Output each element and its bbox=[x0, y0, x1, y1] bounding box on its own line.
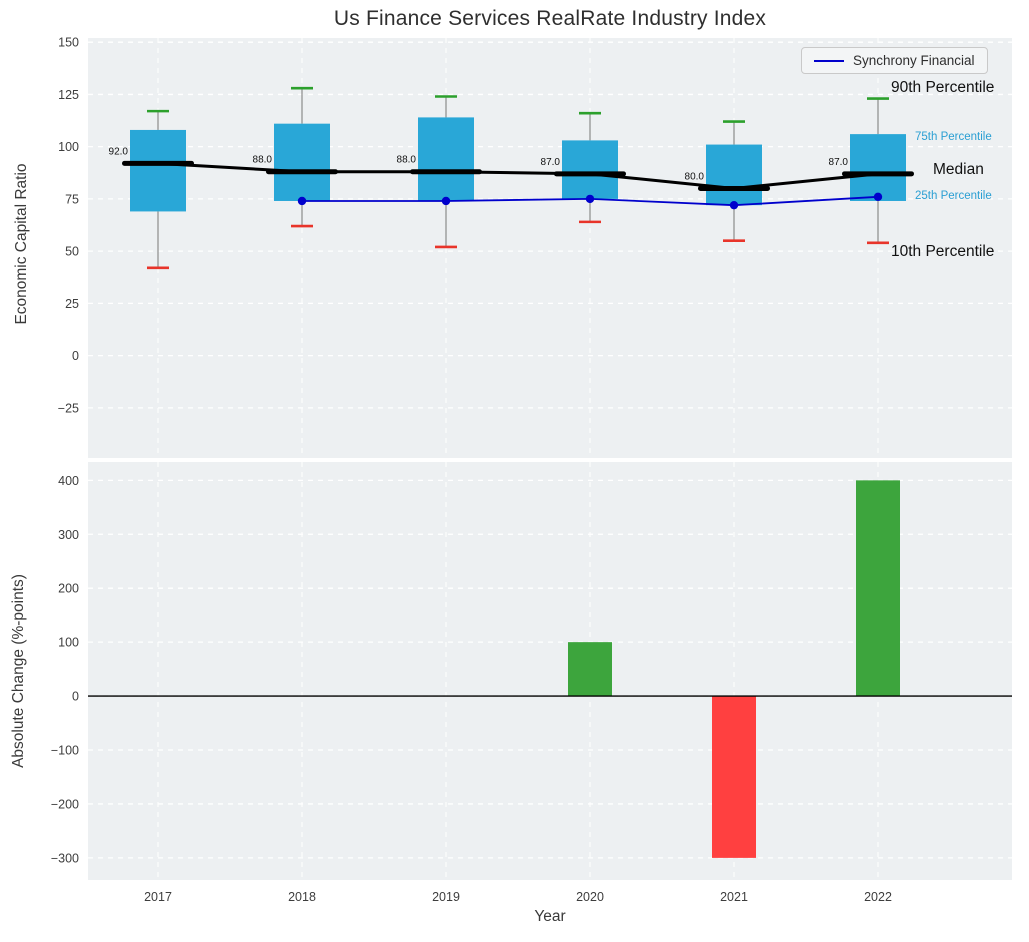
svg-text:100: 100 bbox=[58, 636, 79, 650]
svg-text:50: 50 bbox=[65, 245, 79, 259]
svg-text:−200: −200 bbox=[51, 797, 79, 811]
annotation-median: Median bbox=[933, 161, 984, 178]
svg-text:2020: 2020 bbox=[576, 890, 604, 904]
x-axis-label: Year bbox=[534, 908, 566, 925]
svg-text:75: 75 bbox=[65, 192, 79, 206]
svg-text:300: 300 bbox=[58, 528, 79, 542]
legend-label: Synchrony Financial bbox=[853, 53, 975, 68]
legend: Synchrony Financial bbox=[801, 47, 988, 74]
svg-text:200: 200 bbox=[58, 582, 79, 596]
annotation-25th-percentile: 25th Percentile bbox=[915, 190, 992, 202]
svg-text:0: 0 bbox=[72, 690, 79, 704]
svg-text:87.0: 87.0 bbox=[541, 157, 561, 168]
svg-text:400: 400 bbox=[58, 474, 79, 488]
svg-text:150: 150 bbox=[58, 36, 79, 50]
svg-text:2019: 2019 bbox=[432, 890, 460, 904]
svg-text:2017: 2017 bbox=[144, 890, 172, 904]
svg-text:92.0: 92.0 bbox=[109, 146, 129, 157]
annotation-90th-percentile: 90th Percentile bbox=[891, 79, 995, 96]
svg-text:2018: 2018 bbox=[288, 890, 316, 904]
svg-text:2021: 2021 bbox=[720, 890, 748, 904]
svg-text:80.0: 80.0 bbox=[685, 171, 705, 182]
annotation-10th-percentile: 10th Percentile bbox=[891, 243, 995, 260]
top-y-axis-label: Economic Capital Ratio bbox=[13, 163, 30, 325]
svg-text:2022: 2022 bbox=[864, 890, 892, 904]
legend-line-icon bbox=[814, 59, 844, 62]
svg-text:100: 100 bbox=[58, 140, 79, 154]
svg-text:−300: −300 bbox=[51, 851, 79, 865]
svg-text:25: 25 bbox=[65, 297, 79, 311]
svg-text:87.0: 87.0 bbox=[829, 157, 849, 168]
bottom-y-axis-label: Absolute Change (%-points) bbox=[10, 574, 27, 768]
chart-title: Us Finance Services RealRate Industry In… bbox=[333, 7, 767, 30]
svg-text:−25: −25 bbox=[58, 401, 79, 415]
svg-text:−100: −100 bbox=[51, 744, 79, 758]
annotation-75th-percentile: 75th Percentile bbox=[915, 131, 992, 143]
svg-text:88.0: 88.0 bbox=[253, 155, 273, 166]
svg-text:125: 125 bbox=[58, 88, 79, 102]
svg-text:0: 0 bbox=[72, 349, 79, 363]
svg-text:88.0: 88.0 bbox=[397, 155, 417, 166]
